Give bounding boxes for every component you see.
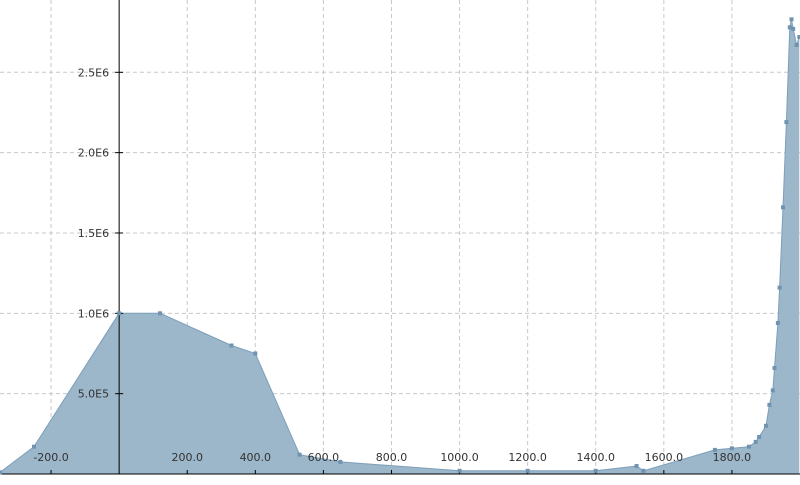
y-tick-label: 2.0E6	[78, 147, 109, 160]
y-tick-label: 1.5E6	[78, 227, 109, 240]
x-tick-label: 1200.0	[508, 451, 547, 464]
data-point	[457, 468, 462, 473]
data-point	[158, 311, 162, 316]
data-point	[338, 459, 343, 464]
y-tick-label: 5.0E5	[78, 388, 109, 401]
x-tick-label: 200.0	[171, 451, 203, 464]
data-point	[775, 321, 780, 325]
data-markers	[0, 17, 800, 475]
data-point	[297, 452, 302, 457]
y-tick-label: 1.0E6	[78, 307, 109, 320]
data-point	[767, 402, 772, 407]
data-point	[757, 435, 762, 439]
data-point	[772, 366, 777, 370]
data-point	[229, 343, 234, 348]
data-point	[32, 444, 36, 449]
data-point	[712, 447, 717, 452]
x-tick-label: 400.0	[240, 451, 272, 464]
data-point	[641, 468, 646, 473]
x-tick-label: -200.0	[33, 451, 68, 464]
data-point	[787, 25, 792, 30]
area-fill	[0, 19, 800, 475]
data-point	[746, 444, 751, 449]
data-point	[0, 470, 2, 475]
y-tick-label: 2.5E6	[78, 66, 109, 79]
data-point	[794, 43, 799, 47]
x-tick-label: 1000.0	[440, 451, 479, 464]
data-point	[593, 468, 598, 473]
data-point	[789, 17, 794, 22]
data-point	[781, 205, 785, 210]
data-point	[525, 468, 530, 473]
data-point	[753, 439, 758, 444]
data-point	[764, 423, 768, 428]
data-point	[784, 120, 789, 125]
data-point	[634, 464, 639, 468]
x-tick-label: 1800.0	[713, 451, 752, 464]
data-point	[117, 311, 122, 316]
x-tick-label: 600.0	[308, 451, 340, 464]
data-point	[770, 388, 775, 393]
grid-lines	[0, 0, 800, 474]
axes	[0, 0, 800, 475]
data-point	[791, 26, 796, 31]
data-point	[729, 446, 734, 451]
data-point	[253, 351, 258, 356]
x-tick-label: 1600.0	[645, 451, 684, 464]
x-tick-label: 800.0	[376, 451, 408, 464]
data-point	[797, 35, 800, 39]
tick-labels: 5.0E5 1.0E6 1.5E6 2.0E6 2.5E6 -200.0 200.0 400.…	[33, 66, 751, 464]
x-tick-label: 1400.0	[576, 451, 615, 464]
data-point	[777, 285, 782, 290]
